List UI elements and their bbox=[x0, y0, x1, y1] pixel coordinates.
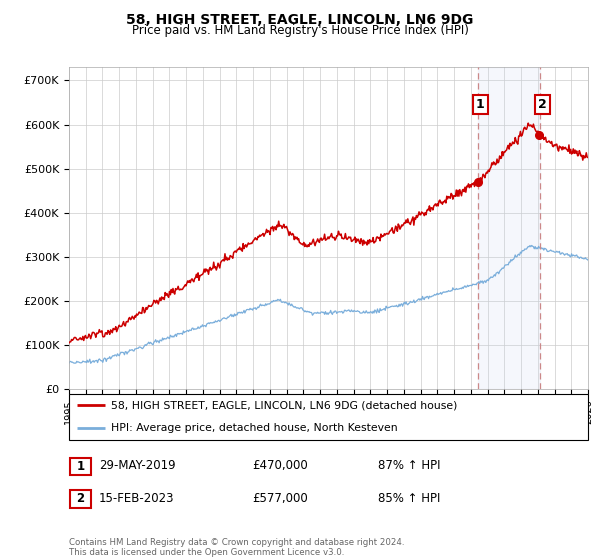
Text: 1: 1 bbox=[476, 98, 485, 111]
FancyBboxPatch shape bbox=[70, 491, 91, 507]
FancyBboxPatch shape bbox=[70, 458, 91, 475]
Text: 87% ↑ HPI: 87% ↑ HPI bbox=[378, 459, 440, 473]
FancyBboxPatch shape bbox=[69, 394, 588, 440]
Text: 85% ↑ HPI: 85% ↑ HPI bbox=[378, 492, 440, 505]
Text: 29-MAY-2019: 29-MAY-2019 bbox=[99, 459, 176, 473]
Text: 1: 1 bbox=[76, 460, 85, 473]
Text: 15-FEB-2023: 15-FEB-2023 bbox=[99, 492, 175, 505]
Text: 58, HIGH STREET, EAGLE, LINCOLN, LN6 9DG: 58, HIGH STREET, EAGLE, LINCOLN, LN6 9DG bbox=[127, 13, 473, 27]
Text: Price paid vs. HM Land Registry's House Price Index (HPI): Price paid vs. HM Land Registry's House … bbox=[131, 24, 469, 38]
Text: Contains HM Land Registry data © Crown copyright and database right 2024.
This d: Contains HM Land Registry data © Crown c… bbox=[69, 538, 404, 557]
Text: HPI: Average price, detached house, North Kesteven: HPI: Average price, detached house, Nort… bbox=[110, 423, 397, 433]
Text: 2: 2 bbox=[538, 98, 547, 111]
Bar bbox=[478, 67, 540, 389]
Text: £470,000: £470,000 bbox=[252, 459, 308, 473]
Text: £577,000: £577,000 bbox=[252, 492, 308, 505]
Text: 2: 2 bbox=[76, 492, 85, 506]
Text: 58, HIGH STREET, EAGLE, LINCOLN, LN6 9DG (detached house): 58, HIGH STREET, EAGLE, LINCOLN, LN6 9DG… bbox=[110, 400, 457, 410]
